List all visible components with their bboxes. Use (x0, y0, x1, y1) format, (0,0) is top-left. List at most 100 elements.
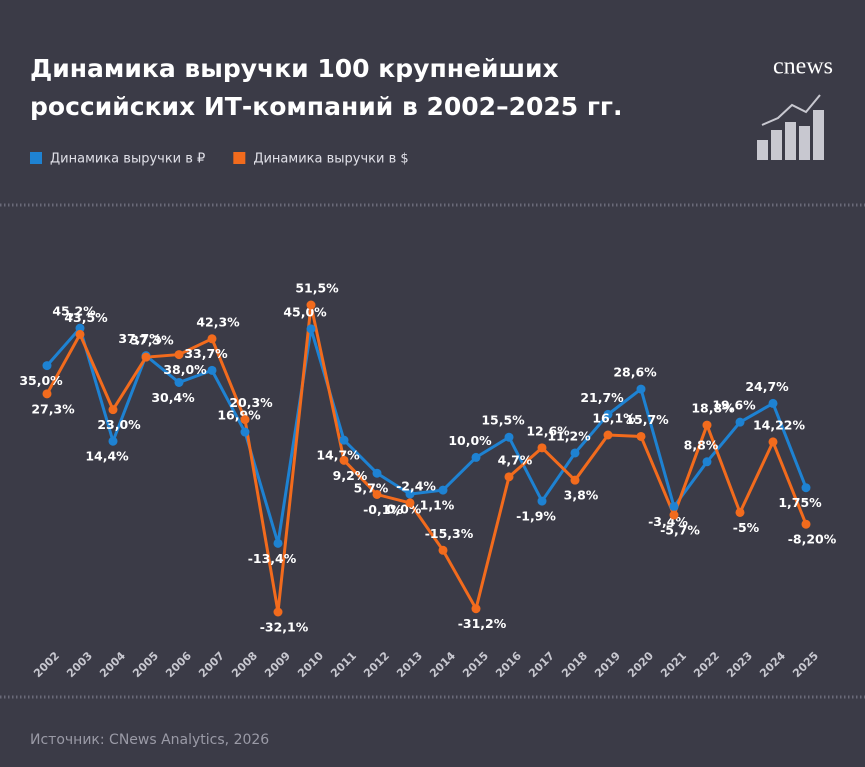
data-label: 23,0% (97, 417, 141, 432)
legend-marker (30, 152, 42, 164)
data-label: 14,7% (316, 448, 360, 463)
data-label: 5,7% (354, 481, 389, 496)
data-point (405, 498, 415, 508)
data-label: 3,8% (564, 488, 599, 503)
data-point (174, 377, 184, 387)
legend-label: Динамика выручки в $ (253, 152, 408, 167)
data-point (669, 510, 679, 520)
data-point (504, 432, 514, 442)
data-label: 12,6% (526, 423, 570, 438)
data-label: 11,2% (547, 428, 591, 443)
data-label: -13,4% (248, 551, 297, 566)
data-point (702, 420, 712, 430)
data-label: 33,7% (184, 346, 228, 361)
data-point (75, 323, 85, 333)
data-point (339, 435, 349, 445)
data-point (438, 485, 448, 495)
logo-icon (757, 94, 824, 160)
data-point (306, 324, 316, 334)
legend-label: Динамика выручки в ₽ (50, 152, 205, 167)
data-label: 24,7% (745, 379, 789, 394)
data-label: 16,9% (217, 408, 261, 423)
data-point (636, 431, 646, 441)
data-label: 8,8% (684, 437, 719, 452)
data-point (273, 607, 283, 617)
data-label: -5,7% (660, 523, 700, 538)
data-label: 45,2% (52, 304, 96, 319)
data-label: 20,3% (229, 395, 273, 410)
data-point (603, 430, 613, 440)
series-line (45, 304, 808, 613)
data-label: -1,9% (516, 509, 556, 524)
data-point (735, 417, 745, 427)
data-point (240, 427, 250, 437)
data-label: 43,5% (64, 310, 108, 325)
data-label: -32,1% (260, 620, 309, 635)
chart-title: российских ИТ-компаний в 2002–2025 гг. (30, 92, 622, 121)
data-point (801, 519, 811, 529)
data-label: -8,20% (788, 532, 837, 547)
data-label: 18,8% (691, 401, 735, 416)
data-point (438, 545, 448, 555)
data-point (75, 329, 85, 339)
data-point (669, 502, 679, 512)
data-label: 1,75% (778, 495, 822, 510)
source: Источник: CNews Analytics, 2026 (30, 732, 269, 748)
data-label: 10,0% (448, 433, 492, 448)
legend-marker (233, 152, 246, 164)
data-point (636, 384, 646, 394)
data-label: -31,2% (458, 616, 507, 631)
data-label: 9,2% (333, 468, 368, 483)
data-point (240, 415, 250, 425)
data-point (768, 437, 778, 447)
data-point (702, 457, 712, 467)
data-label: 38,0% (163, 362, 207, 377)
data-point (42, 361, 52, 371)
data-point (801, 483, 811, 493)
data-label: -5% (733, 520, 760, 535)
data-point (603, 409, 613, 419)
data-label: 19,6% (712, 398, 756, 413)
data-label: 37,7% (118, 331, 162, 346)
data-point (207, 334, 217, 344)
data-label: 15,7% (625, 412, 669, 427)
data-label: 45,0% (283, 304, 327, 319)
data-point (405, 489, 415, 499)
data-label: 4,7% (498, 452, 533, 467)
data-label: 28,6% (613, 365, 657, 380)
data-point (273, 538, 283, 548)
data-label: 21,7% (580, 390, 624, 405)
data-point (570, 448, 580, 458)
data-label: 27,3% (31, 401, 75, 416)
data-point (372, 468, 382, 478)
data-point (207, 365, 217, 375)
data-label: 14,22% (753, 417, 806, 432)
data-point (504, 472, 514, 482)
data-point (108, 405, 118, 415)
data-label: 30,4% (151, 390, 195, 405)
data-point (768, 398, 778, 408)
data-label: -2,4% (396, 478, 436, 493)
logo: cnews (773, 54, 833, 80)
data-point (42, 389, 52, 399)
data-point (108, 436, 118, 446)
data-label: 35,0% (19, 373, 63, 388)
data-point (306, 300, 316, 310)
data-point (141, 352, 151, 362)
data-label: -3,4% (648, 514, 688, 529)
data-label: -15,3% (425, 526, 474, 541)
data-label: 14,4% (85, 449, 129, 464)
data-label: 51,5% (295, 281, 339, 296)
data-point (174, 350, 184, 360)
data-label: 16,1% (592, 410, 636, 425)
data-label: 15,5% (481, 413, 525, 428)
chart-title: Динамика выручки 100 крупнейших (30, 54, 559, 83)
data-point (735, 507, 745, 517)
data-point (570, 475, 580, 485)
data-label: -0,1% (363, 502, 403, 517)
data-label: 37,3% (130, 333, 174, 348)
data-point (537, 443, 547, 453)
data-label: 1,1% (420, 498, 455, 513)
